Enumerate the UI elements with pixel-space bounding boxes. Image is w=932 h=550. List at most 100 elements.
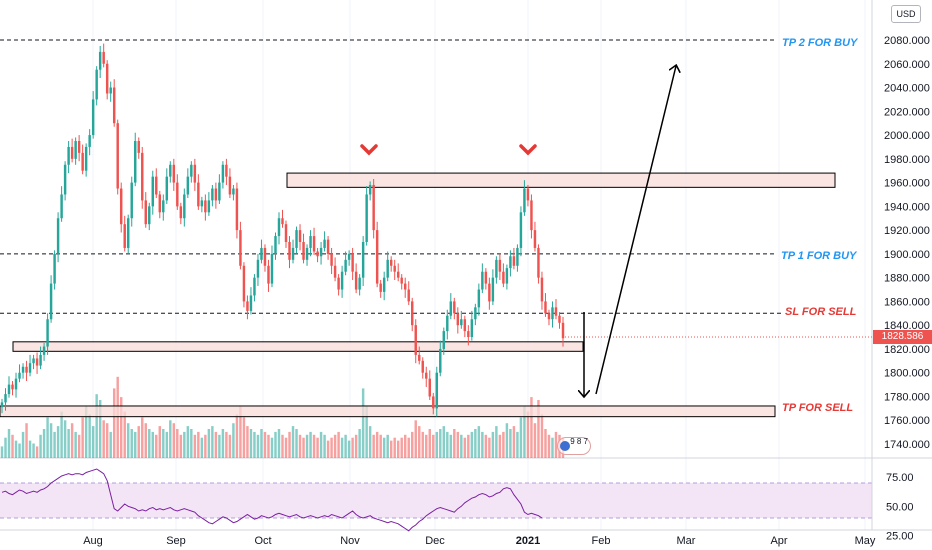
volume-bar <box>379 434 382 458</box>
candle-body <box>512 256 516 266</box>
zone-box[interactable] <box>12 341 584 352</box>
volume-bar <box>291 426 295 458</box>
zone-box[interactable] <box>0 405 776 418</box>
volume-bar <box>302 437 305 458</box>
candle-body <box>302 242 305 260</box>
volume-bar <box>547 434 551 458</box>
volume-bar <box>351 437 354 458</box>
candle-body <box>116 123 119 189</box>
candle-body <box>411 301 414 326</box>
volume-bar <box>39 434 42 458</box>
volume-bar <box>456 431 460 458</box>
zone-box[interactable] <box>286 172 836 188</box>
volume-bar <box>151 431 154 458</box>
price-tick: 1900.000 <box>884 249 930 261</box>
candle-body <box>526 188 530 201</box>
volume-bar <box>414 420 417 458</box>
candle-body <box>558 315 561 323</box>
price-tick: 2020.000 <box>884 106 930 118</box>
price-tick: 1940.000 <box>884 201 930 213</box>
time-tick: 2021 <box>516 535 540 547</box>
candle-body <box>347 253 351 260</box>
grid-lines <box>92 0 866 530</box>
candle-body <box>288 242 291 260</box>
price-tick: 1820.000 <box>884 344 930 356</box>
volume-bar <box>389 440 393 458</box>
candle-body <box>509 256 512 269</box>
volume-bar <box>446 431 449 458</box>
candle-body <box>330 253 333 266</box>
candle-body <box>344 259 347 272</box>
volume-bar <box>425 434 428 458</box>
candle-body <box>183 194 186 219</box>
candle-body <box>18 372 21 379</box>
candle-body <box>358 277 361 290</box>
volume-bar <box>477 426 481 458</box>
candle-body <box>4 394 7 403</box>
zones <box>0 172 836 418</box>
volume-bar <box>91 426 95 458</box>
candle-body <box>221 164 225 183</box>
candle-body <box>246 301 249 311</box>
candle-body <box>281 218 284 225</box>
candle-body <box>53 253 56 284</box>
currency-button[interactable]: USD <box>891 5 921 23</box>
rsi-tick: 75.00 <box>886 472 914 484</box>
candle-body <box>123 224 126 248</box>
candle-body <box>435 372 439 409</box>
candle-body <box>81 152 84 171</box>
volume-bar <box>418 426 421 458</box>
volume-bar <box>435 431 439 458</box>
candle-body <box>11 384 14 390</box>
candle-body <box>551 307 554 320</box>
price-axis[interactable]: 2080.000 2060.000 2040.000 2020.000 2000.000… <box>884 35 930 451</box>
volume-bar <box>509 429 512 458</box>
candle-body <box>474 307 477 320</box>
candle-body <box>421 360 424 373</box>
volume-bar <box>141 417 144 458</box>
candle-body <box>389 259 393 266</box>
candle-body <box>544 301 547 314</box>
time-axis[interactable]: Aug Sep Oct Nov Dec 2021 Feb Mar Apr May <box>83 535 876 547</box>
candle-body <box>172 164 176 183</box>
candle-body <box>540 277 544 302</box>
candle-body <box>63 164 67 195</box>
candle-body <box>498 259 502 272</box>
candle-body <box>190 164 193 177</box>
events-badge[interactable]: 9 8 7 <box>557 437 591 455</box>
volume-bar <box>46 417 49 458</box>
candle-body <box>242 265 246 302</box>
candle-body <box>386 259 389 278</box>
volume-bar <box>326 440 330 458</box>
red-arrow-marker-2 <box>519 144 537 156</box>
up-arrow[interactable] <box>595 66 676 395</box>
candle-body <box>354 271 358 290</box>
events-count: 9 8 7 <box>570 437 588 446</box>
candle-body <box>148 206 151 225</box>
volume-bar <box>354 434 358 458</box>
volume-bar <box>284 437 288 458</box>
candle-body <box>291 247 295 260</box>
price-tick: 2000.000 <box>884 130 930 142</box>
volume-bar <box>172 423 176 458</box>
volume-bar <box>277 429 281 458</box>
candle-body <box>460 319 463 326</box>
volume-bar <box>382 437 386 458</box>
price-tick: 1840.000 <box>884 320 930 332</box>
volume-bar <box>330 437 333 458</box>
volume-bar <box>98 400 102 458</box>
candle-body <box>267 265 270 284</box>
volume-bar <box>463 437 467 458</box>
candle-body <box>295 230 298 248</box>
volume-bar <box>28 440 32 458</box>
volume-bar <box>134 431 137 458</box>
candle-body <box>484 271 488 284</box>
candle-body <box>211 188 214 201</box>
volume-bar <box>77 434 81 458</box>
volume-bar <box>35 446 39 458</box>
volume-bar <box>102 420 105 458</box>
candle-body <box>60 194 63 219</box>
volume-bar <box>235 414 239 458</box>
volume-bar <box>305 434 309 458</box>
